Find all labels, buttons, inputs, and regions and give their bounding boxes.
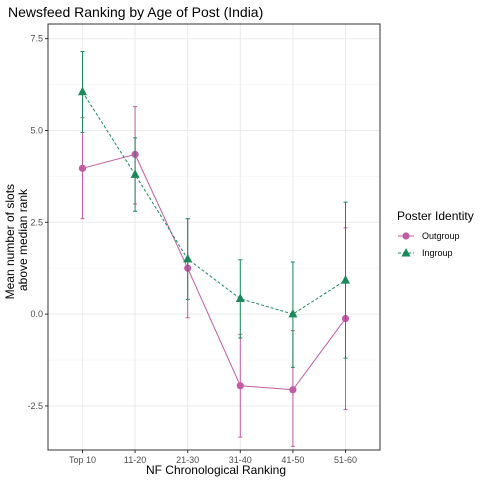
y-tick-label: 2.5 <box>30 217 43 227</box>
chart-title: Newsfeed Ranking by Age of Post (India) <box>8 4 263 20</box>
outgroup-point <box>78 164 87 172</box>
y-tick-label: 7.5 <box>30 34 43 44</box>
panel-border <box>47 23 381 451</box>
x-tick-label: Top 10 <box>69 455 96 465</box>
ingroup-point <box>78 86 87 96</box>
x-tick-label: 21-30 <box>176 455 199 465</box>
x-axis-title: NF Chronological Ranking <box>146 463 286 477</box>
legend-item-outgroup: Outgroup <box>398 231 460 241</box>
y-tick-label: -2.5 <box>27 401 43 411</box>
ingroup-point <box>235 293 245 302</box>
outgroup-point <box>236 382 244 390</box>
ingroup-point <box>130 169 140 178</box>
y-tick-label: 5.0 <box>30 126 43 136</box>
outgroup-series-line <box>82 153 346 391</box>
legend: Poster Identity Outgroup Ingroup <box>397 209 474 258</box>
legend-item-ingroup: Ingroup <box>398 248 453 258</box>
y-axis-title-line-1: Mean number of slots <box>3 184 17 299</box>
x-tick-label: 51-60 <box>334 455 357 465</box>
plot-background <box>48 24 380 450</box>
ingroup-point <box>183 253 193 263</box>
x-tick-label: 31-40 <box>229 455 252 465</box>
x-tick-label: 11-20 <box>124 455 146 465</box>
y-tick-label: 0.0 <box>30 309 43 319</box>
legend-key-circle <box>402 232 410 240</box>
ingroup-point <box>341 275 350 284</box>
y-axis-title: Mean number of slots above median rank <box>3 181 30 300</box>
ingroup-point <box>288 308 298 318</box>
legend-label-outgroup: Outgroup <box>422 231 460 241</box>
legend-key-triangle <box>401 248 411 257</box>
legend-title: Poster Identity <box>397 209 474 223</box>
plot-panel: -2.5 0.0 2.5 5.0 7.5 Top 10 11-20 21-30 31-40 41-… <box>27 23 381 465</box>
x-tick-label: 41-50 <box>281 455 304 465</box>
y-axis-title-line-2: above median rank <box>16 188 30 291</box>
outgroup-point <box>289 386 297 394</box>
legend-label-ingroup: Ingroup <box>422 248 453 258</box>
ingroup-series-line <box>82 91 346 315</box>
